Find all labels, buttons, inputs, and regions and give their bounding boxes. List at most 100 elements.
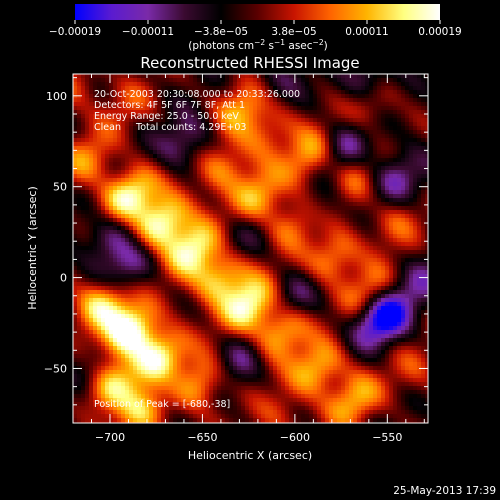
heatmap-cell [221,122,226,127]
heatmap-cell [337,118,342,123]
heatmap-cell [333,230,338,235]
heatmap-cell [145,82,150,87]
heatmap-cell [185,198,190,203]
heatmap-cell [117,102,122,107]
heatmap-cell [417,294,422,299]
heatmap-cell [269,234,274,239]
heatmap-cell [305,182,310,187]
heatmap-cell [273,266,278,271]
heatmap-cell [193,258,198,263]
heatmap-cell [81,174,86,179]
heatmap-cell [289,218,294,223]
heatmap-cell [165,242,170,247]
heatmap-cell [125,202,130,207]
heatmap-cell [417,262,422,267]
heatmap-cell [265,166,270,171]
heatmap-cell [105,130,110,135]
heatmap-cell [253,286,258,291]
heatmap-cell [141,226,146,231]
heatmap-cell [221,150,226,155]
heatmap-cell [353,122,358,127]
heatmap-cell [385,258,390,263]
heatmap-cell [249,82,254,87]
heatmap-cell [109,222,114,227]
heatmap-cell [125,94,130,99]
heatmap-cell [141,270,146,275]
heatmap-cell [209,162,214,167]
heatmap-cell [149,174,154,179]
heatmap-cell [109,122,114,127]
heatmap-cell [121,222,126,227]
heatmap-cell [413,78,418,83]
heatmap-cell [297,294,302,299]
heatmap-cell [81,258,86,263]
heatmap-cell [313,122,318,127]
heatmap-cell [177,266,182,271]
heatmap-cell [161,98,166,103]
heatmap-cell [73,254,78,259]
heatmap-cell [321,82,326,87]
heatmap-cell [385,142,390,147]
heatmap-cell [285,74,290,79]
heatmap-cell [169,102,174,107]
heatmap-cell [105,90,110,95]
heatmap-cell [101,82,106,87]
heatmap-cell [273,186,278,191]
heatmap-cell [377,94,382,99]
heatmap-cell [145,214,150,219]
heatmap-cell [81,226,86,231]
heatmap-cell [85,82,90,87]
heatmap-cell [81,126,86,131]
heatmap-cell [273,246,278,251]
heatmap-cell [181,226,186,231]
heatmap-cell [81,122,86,127]
heatmap-cell [421,74,426,79]
heatmap-cell [73,206,78,211]
heatmap-cell [393,106,398,111]
heatmap-cell [293,150,298,155]
heatmap-cell [373,246,378,251]
heatmap-cell [365,118,370,123]
heatmap-cell [261,266,266,271]
heatmap-cell [333,186,338,191]
heatmap-cell [165,226,170,231]
heatmap-cell [321,262,326,267]
heatmap-cell [213,246,218,251]
heatmap-cell [233,234,238,239]
heatmap-cell [137,218,142,223]
heatmap-cell [237,238,242,243]
heatmap-cell [345,94,350,99]
heatmap-cell [77,134,82,139]
heatmap-cell [393,186,398,191]
heatmap-cell [325,234,330,239]
heatmap-cell [321,118,326,123]
heatmap-cell [313,274,318,279]
heatmap-cell [133,286,138,291]
heatmap-cell [213,210,218,215]
heatmap-cell [77,114,82,119]
heatmap-cell [265,158,270,163]
heatmap-cell [301,106,306,111]
heatmap-cell [193,234,198,239]
heatmap-cell [373,254,378,259]
heatmap-cell [369,106,374,111]
heatmap-cell [241,82,246,87]
heatmap-cell [201,270,206,275]
heatmap-cell [281,178,286,183]
heatmap-cell [161,242,166,247]
heatmap-cell [381,74,386,79]
heatmap-cell [105,254,110,259]
heatmap-cell [413,118,418,123]
heatmap-cell [253,282,258,287]
heatmap-cell [353,178,358,183]
heatmap-cell [229,178,234,183]
heatmap-cell [257,266,262,271]
heatmap-cell [261,170,266,175]
heatmap-cell [425,78,428,83]
heatmap-cell [353,82,358,87]
heatmap-cell [193,146,198,151]
heatmap-cell [189,198,194,203]
heatmap-cell [85,294,90,299]
heatmap-cell [297,150,302,155]
heatmap-cell [421,274,426,279]
